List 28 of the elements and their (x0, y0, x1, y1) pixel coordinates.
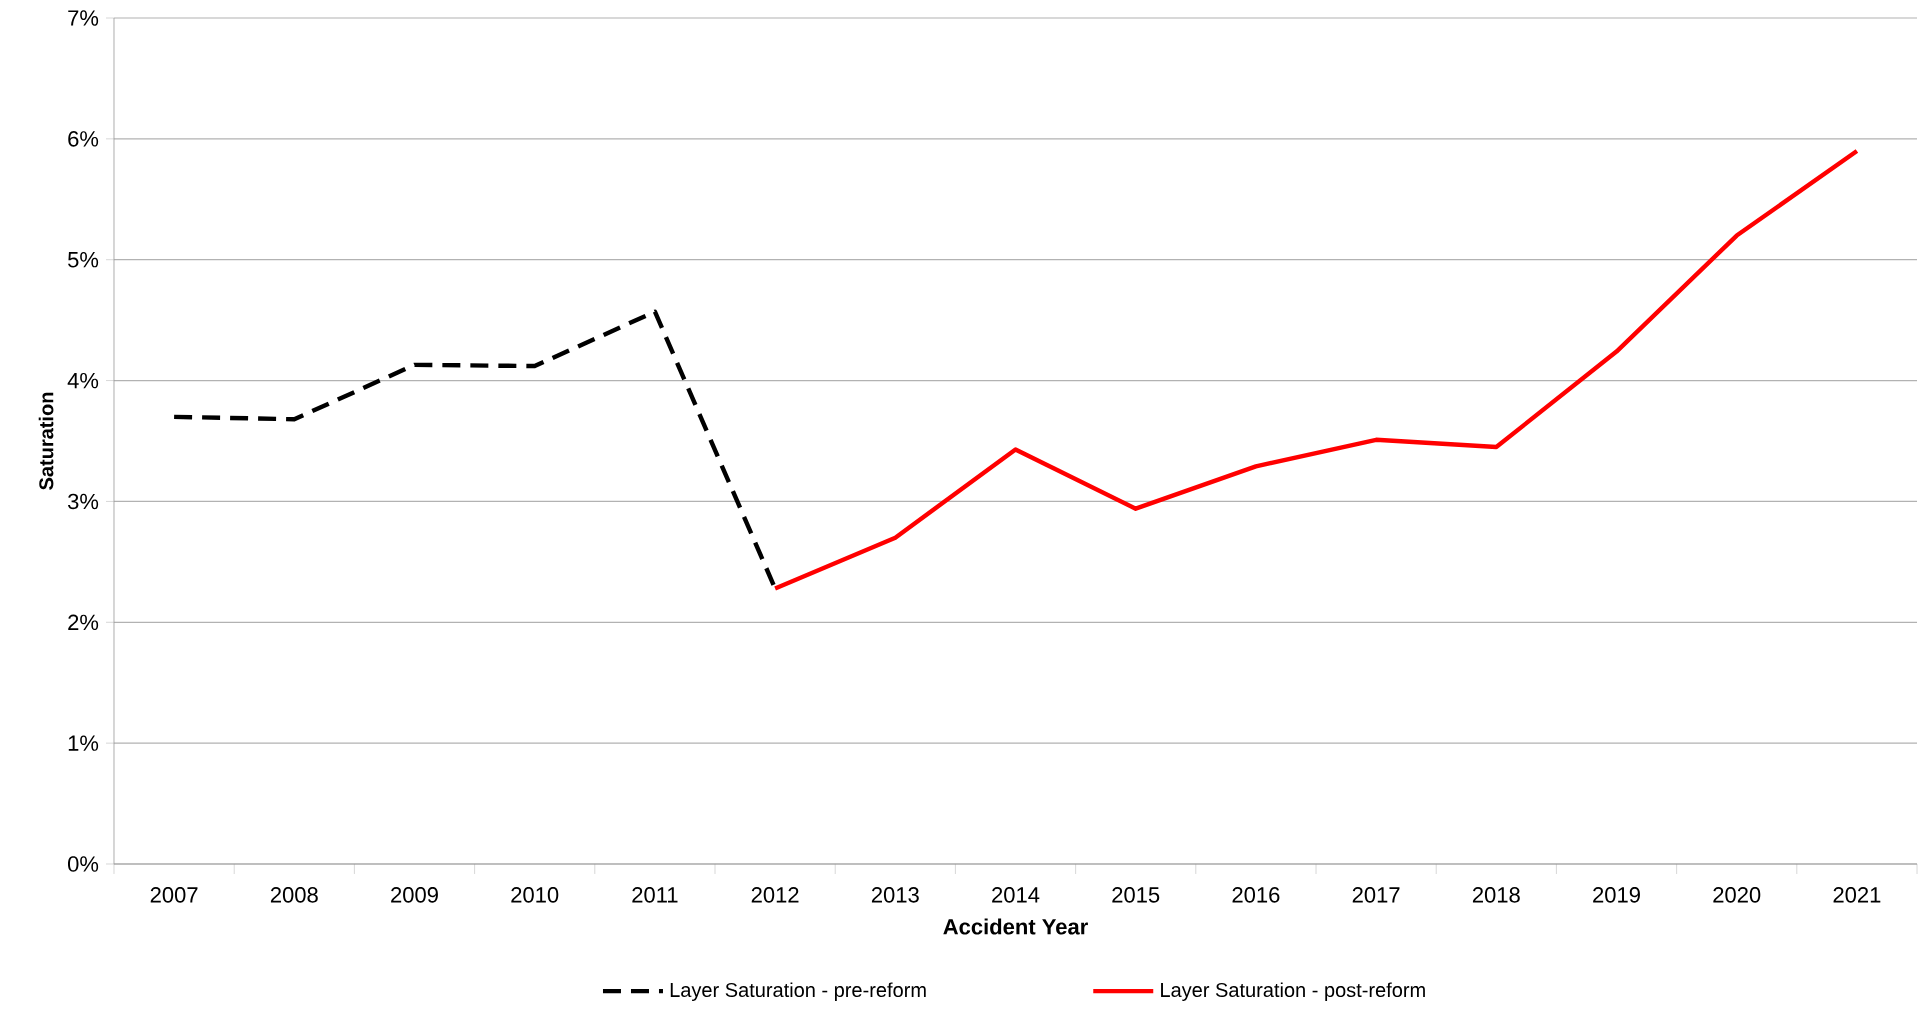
y-tick-label: 3% (67, 493, 99, 510)
line-series (772, 148, 1860, 591)
legend-label: Layer Saturation - pre-reform (670, 982, 926, 1002)
x-tick-label: 2020 (1713, 887, 1761, 903)
x-tick-label: 2007 (150, 887, 198, 903)
x-tick-label: 2015 (1112, 887, 1160, 903)
x-tick-label: 2013 (871, 887, 919, 903)
x-tick-label: 2011 (632, 887, 678, 903)
y-tick-label: 4% (67, 372, 99, 389)
x-tick-label: 2016 (1232, 887, 1280, 903)
x-tick-label: 2019 (1593, 887, 1640, 903)
y-tick-label: 1% (68, 735, 99, 751)
x-tick-label: 2018 (1472, 887, 1520, 903)
y-tick-label: 6% (68, 131, 99, 147)
y-tick-label: 7% (68, 10, 99, 26)
x-tick-label: 2009 (391, 887, 438, 903)
x-tick-label: 2021 (1833, 887, 1881, 903)
x-tick-label: 2012 (751, 887, 799, 903)
y-axis-title: Saturation (38, 392, 54, 490)
y-tick-label: 0% (67, 856, 99, 872)
x-axis-title: Accident Year (943, 918, 1088, 935)
y-tick-label: 2% (68, 614, 99, 631)
x-tick-label: 2010 (511, 887, 559, 903)
x-tick-label: 2017 (1352, 887, 1400, 903)
x-tick-label: 2008 (270, 887, 318, 903)
legend-label: Layer Saturation - post-reform (1161, 982, 1425, 1002)
y-tick-label: 5% (68, 252, 99, 268)
x-tick-label: 2014 (992, 887, 1040, 903)
